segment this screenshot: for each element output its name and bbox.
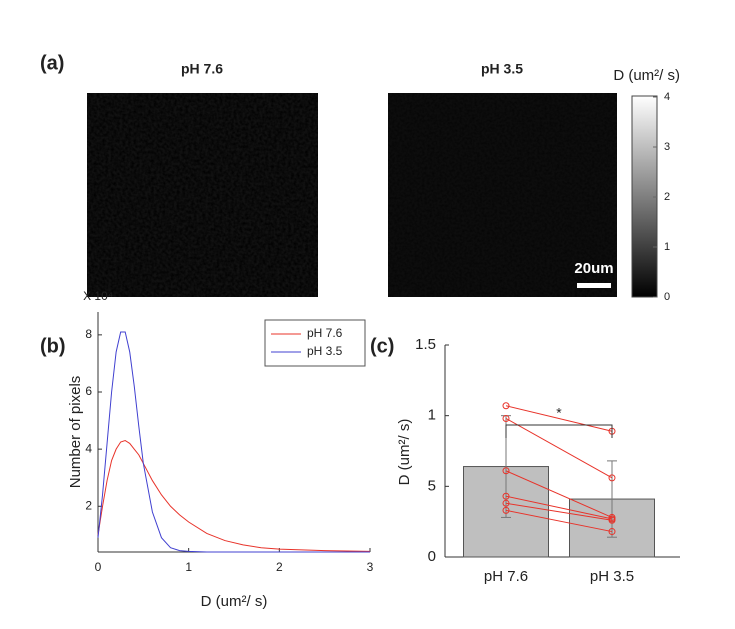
y-axis-label: Number of pixels	[67, 376, 84, 489]
pair-line	[505, 405, 613, 432]
image-title: pH 7.6	[181, 61, 223, 77]
pair-point	[608, 528, 616, 536]
pair-point	[502, 499, 510, 507]
y-tick-label: 1.5	[415, 336, 436, 353]
legend-label: pH 3.5	[307, 344, 343, 358]
image-title: pH 3.5	[481, 61, 523, 77]
line	[97, 331, 370, 553]
pair-point	[502, 467, 510, 475]
y-axis-label: D (um²/ s)	[396, 419, 413, 486]
pair-point	[502, 506, 510, 514]
panel-label: (b)	[40, 335, 66, 357]
panel-label: (a)	[40, 52, 64, 74]
colorbar-label: D (um²/ s)	[613, 67, 680, 84]
x-tick-label: 1	[185, 560, 192, 574]
x-tick-label: 2	[276, 560, 283, 574]
y-tick-label: 4	[85, 441, 92, 455]
y-multiplier: X 10⁴	[83, 289, 113, 303]
y-tick-label: 6	[85, 384, 92, 398]
pair-point	[608, 474, 616, 482]
x-tick-label: pH 7.6	[484, 568, 528, 585]
y-tick-label: 0	[428, 548, 436, 565]
y-tick-label: 1	[428, 407, 436, 424]
colorbar-tick-label: 4	[664, 91, 670, 103]
pair-point	[608, 516, 616, 524]
line	[97, 440, 371, 552]
scale-bar	[577, 283, 611, 288]
panel-label: (c)	[370, 335, 394, 357]
y-tick-label: 2	[85, 498, 92, 512]
colorbar-tick-label: 1	[664, 241, 670, 253]
pair-line	[505, 495, 613, 520]
image	[388, 93, 617, 297]
pair-line	[505, 470, 613, 518]
image	[87, 93, 318, 297]
pair-line	[505, 418, 613, 479]
x-tick-label: 0	[95, 560, 102, 574]
pair-line	[505, 502, 613, 521]
significance-bracket	[505, 424, 613, 438]
y-tick-label: 5	[428, 477, 436, 494]
scale-bar-label: 20um	[574, 260, 613, 277]
colorbar-tick-label: 3	[664, 141, 670, 153]
y-tick-label: 8	[85, 327, 92, 341]
pair-line	[505, 509, 613, 533]
pair-point	[502, 492, 510, 500]
legend-box	[264, 319, 366, 367]
x-axis-label: D (um²/ s)	[201, 593, 268, 610]
colorbar-tick-label: 0	[664, 291, 670, 303]
pair-point	[502, 402, 510, 410]
x-tick-label: pH 3.5	[590, 568, 634, 585]
significance-label: *	[556, 405, 562, 421]
pair-point	[502, 414, 510, 422]
colorbar-tick-label: 2	[664, 191, 670, 203]
legend-label: pH 7.6	[307, 326, 343, 340]
x-tick-label: 3	[367, 560, 374, 574]
